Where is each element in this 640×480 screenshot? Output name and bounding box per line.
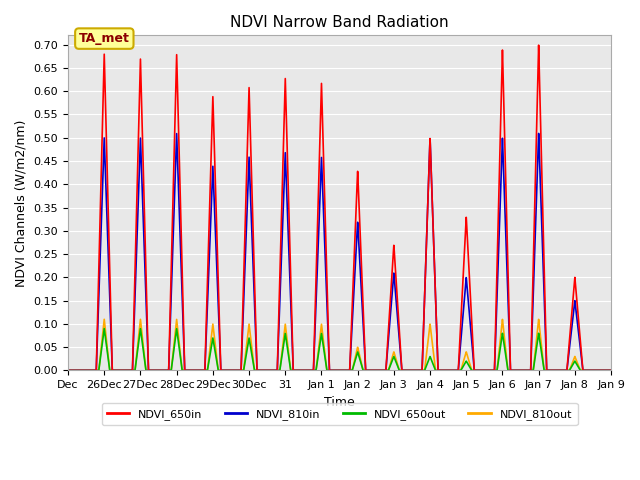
X-axis label: Time: Time <box>324 396 355 408</box>
Y-axis label: NDVI Channels (W/m2/nm): NDVI Channels (W/m2/nm) <box>15 119 28 287</box>
Title: NDVI Narrow Band Radiation: NDVI Narrow Band Radiation <box>230 15 449 30</box>
Text: TA_met: TA_met <box>79 32 130 45</box>
Legend: NDVI_650in, NDVI_810in, NDVI_650out, NDVI_810out: NDVI_650in, NDVI_810in, NDVI_650out, NDV… <box>102 403 577 425</box>
